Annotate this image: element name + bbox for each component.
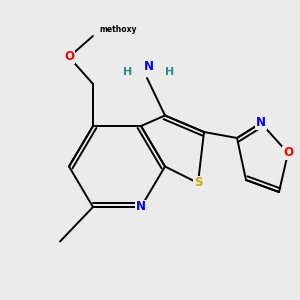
- Text: O: O: [64, 50, 74, 64]
- Text: H: H: [165, 67, 174, 77]
- Text: S: S: [194, 176, 202, 190]
- Text: N: N: [136, 200, 146, 214]
- Text: N: N: [143, 59, 154, 73]
- Text: H: H: [123, 67, 132, 77]
- Text: O: O: [283, 146, 293, 160]
- Text: N: N: [256, 116, 266, 130]
- Text: methoxy: methoxy: [99, 26, 136, 34]
